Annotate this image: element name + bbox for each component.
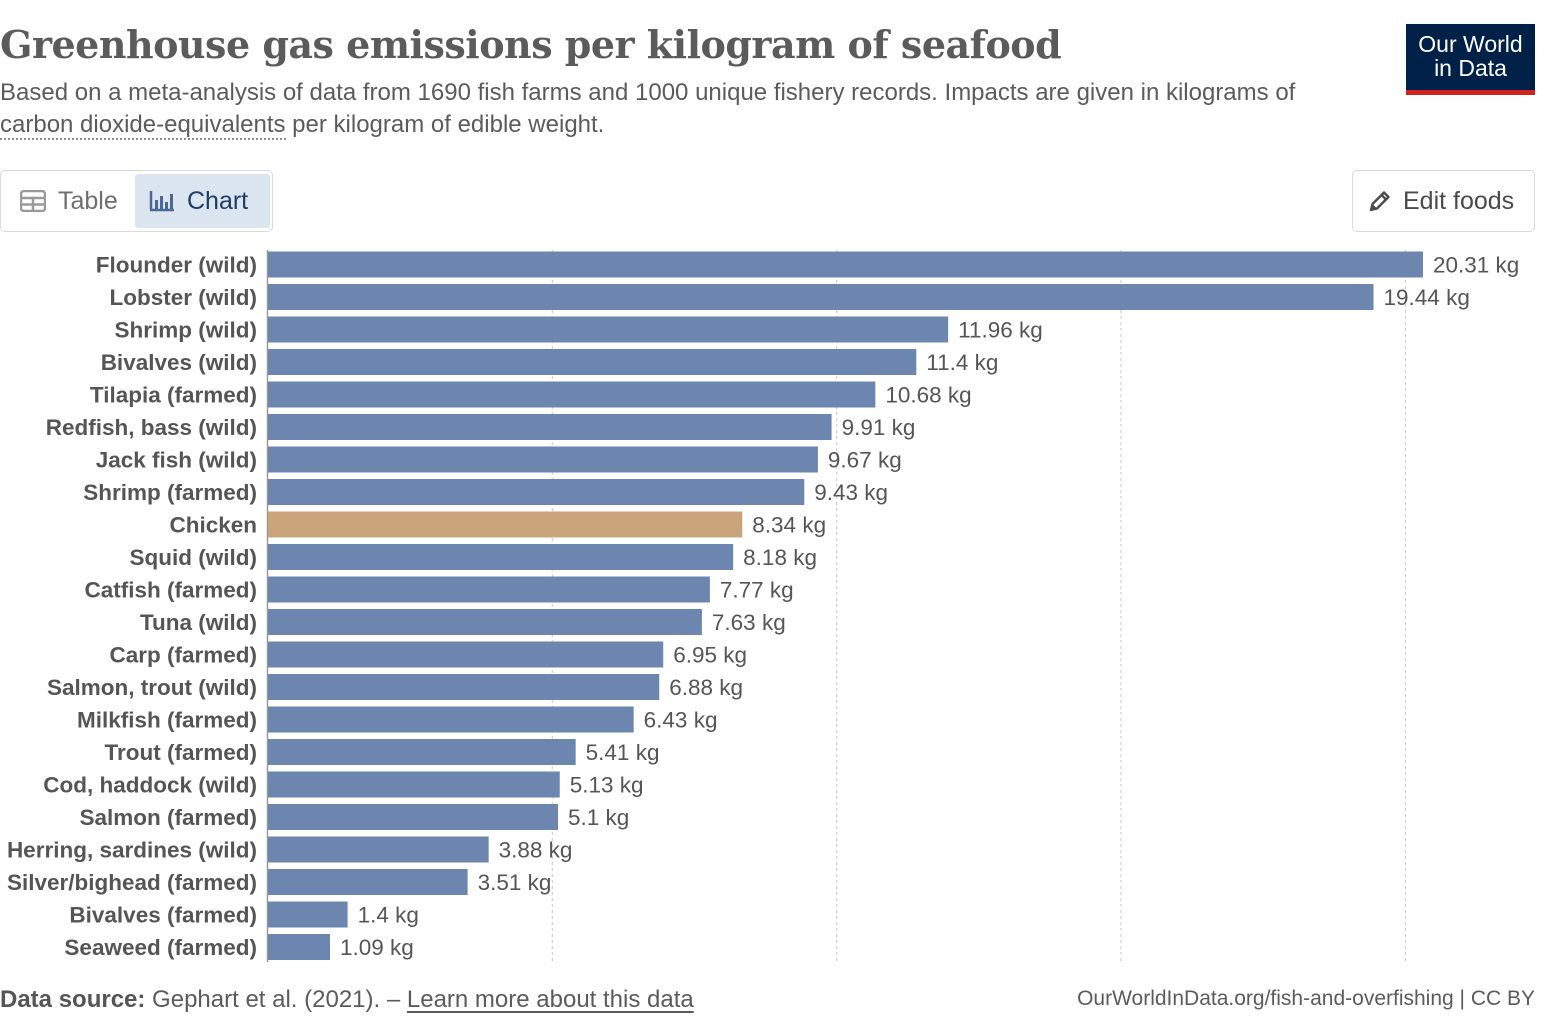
bar: [268, 316, 949, 343]
data-source-label: Data source:: [0, 986, 146, 1013]
data-label: 11.96 kg: [958, 318, 1043, 343]
bar: [268, 934, 330, 960]
category-label: Flounder (wild): [96, 253, 257, 278]
category-label: Redfish, bass (wild): [46, 415, 257, 440]
data-label: 10.68 kg: [885, 383, 971, 408]
data-label: 3.88 kg: [499, 838, 573, 863]
learn-more-link[interactable]: Learn more about this data: [406, 986, 694, 1013]
category-label: Milkfish (farmed): [77, 708, 257, 733]
data-label: 6.88 kg: [669, 675, 743, 700]
category-label: Trout (farmed): [104, 740, 257, 765]
bar: [268, 414, 832, 440]
table-icon: [20, 190, 46, 212]
category-label: Jack fish (wild): [96, 448, 257, 473]
bar-chart: Flounder (wild) 20.31 kg Lobster (wild) 19.…: [7, 250, 1519, 962]
bar-chart-icon: [149, 191, 174, 212]
bar: [268, 479, 805, 505]
category-label: Tuna (wild): [140, 610, 257, 635]
chart-subtitle: Based on a meta-analysis of data from 16…: [0, 77, 1370, 141]
category-label: Shrimp (farmed): [83, 480, 257, 505]
bar: [268, 609, 702, 635]
subtitle-text: Based on a meta-analysis of data from 16…: [0, 79, 1296, 106]
data-label: 20.31 kg: [1433, 253, 1519, 278]
data-label: 7.77 kg: [720, 578, 794, 603]
data-source-text: Gephart et al. (2021). –: [145, 986, 407, 1013]
category-label: Cod, haddock (wild): [43, 773, 257, 798]
data-label: 1.09 kg: [340, 935, 414, 960]
bar: [268, 511, 743, 538]
logo-line-2: in Data: [1434, 55, 1507, 81]
bar: [268, 771, 560, 798]
data-label: 5.41 kg: [586, 740, 660, 765]
tab-chart[interactable]: Chart: [135, 174, 270, 228]
bar: [268, 349, 917, 375]
data-label: 5.13 kg: [570, 773, 644, 798]
category-label: Silver/bighead (farmed): [7, 870, 257, 895]
tab-table-label: Table: [58, 186, 118, 215]
data-label: 8.34 kg: [752, 513, 826, 538]
logo-line-1: Our World: [1418, 31, 1523, 57]
subtitle-text-end: per kilogram of edible weight.: [285, 111, 605, 138]
edit-foods-button[interactable]: Edit foods: [1352, 170, 1535, 232]
category-label: Shrimp (wild): [115, 318, 258, 343]
category-label: Tilapia (farmed): [90, 383, 257, 408]
tab-chart-label: Chart: [187, 186, 249, 215]
data-label: 19.44 kg: [1384, 285, 1470, 310]
category-label: Catfish (farmed): [84, 578, 257, 603]
bar: [268, 284, 1374, 310]
data-label: 8.18 kg: [743, 545, 817, 570]
data-label: 6.43 kg: [644, 708, 718, 733]
view-tabs: Table Chart: [0, 170, 273, 232]
data-label: 6.95 kg: [673, 643, 747, 668]
category-label: Bivalves (wild): [101, 350, 257, 375]
category-label: Carp (farmed): [109, 643, 257, 668]
category-label: Herring, sardines (wild): [7, 838, 257, 863]
data-label: 3.51 kg: [478, 870, 552, 895]
data-source-footer: Data source: Gephart et al. (2021). – Le…: [0, 986, 694, 1014]
data-label: 11.4 kg: [926, 350, 998, 375]
bar: [268, 901, 348, 928]
data-label: 9.67 kg: [828, 448, 902, 473]
edit-foods-label: Edit foods: [1403, 186, 1515, 215]
data-label: 5.1 kg: [568, 805, 629, 830]
owid-logo[interactable]: Our World in Data: [1406, 24, 1535, 95]
category-label: Squid (wild): [130, 545, 257, 570]
bar: [268, 251, 1423, 278]
co2-equivalents-link[interactable]: carbon dioxide-equivalents: [0, 111, 286, 140]
bar: [268, 381, 876, 408]
category-label: Bivalves (farmed): [69, 903, 257, 928]
bar: [268, 739, 576, 765]
category-label: Salmon (farmed): [79, 805, 257, 830]
category-label: Lobster (wild): [110, 285, 258, 310]
bar: [268, 674, 660, 700]
data-label: 1.4 kg: [358, 903, 419, 928]
bar: [268, 446, 818, 473]
tab-table[interactable]: Table: [4, 174, 134, 228]
data-label: 9.91 kg: [842, 415, 916, 440]
bar: [268, 706, 634, 733]
chart-title: Greenhouse gas emissions per kilogram of…: [0, 22, 1062, 67]
bar: [268, 576, 710, 603]
bar: [268, 804, 559, 830]
attribution-text[interactable]: OurWorldInData.org/fish-and-overfishing …: [1077, 987, 1535, 1010]
bar: [268, 836, 489, 863]
bar: [268, 544, 734, 570]
bar: [268, 869, 468, 895]
pencil-icon: [1369, 191, 1390, 212]
category-label: Seaweed (farmed): [64, 935, 257, 960]
bar: [268, 641, 664, 668]
data-label: 7.63 kg: [712, 610, 786, 635]
category-label: Salmon, trout (wild): [47, 675, 257, 700]
category-label: Chicken: [169, 513, 257, 538]
data-label: 9.43 kg: [814, 480, 888, 505]
